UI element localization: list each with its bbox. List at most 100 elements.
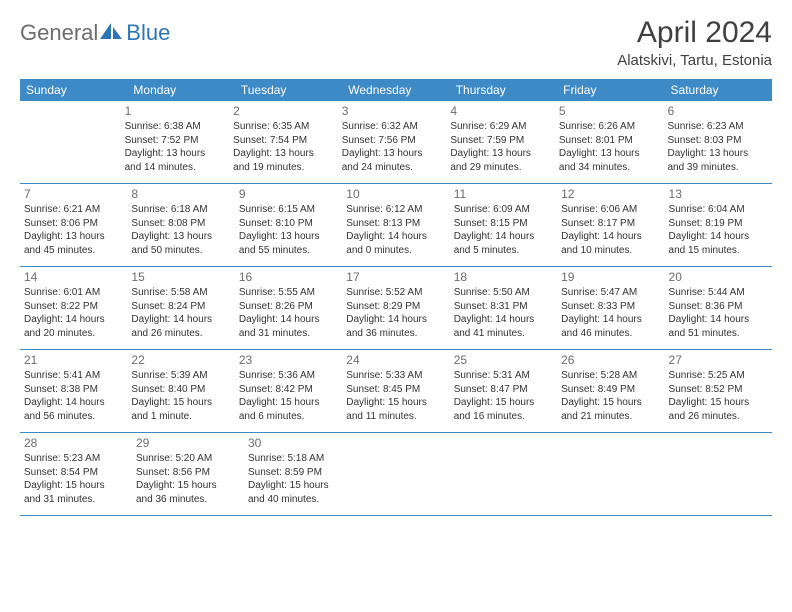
sunrise-text: Sunrise: 6:35 AM	[233, 120, 334, 134]
calendar-day: 17Sunrise: 5:52 AMSunset: 8:29 PMDayligh…	[342, 267, 449, 349]
calendar-day: 16Sunrise: 5:55 AMSunset: 8:26 PMDayligh…	[235, 267, 342, 349]
daylight-text: Daylight: 14 hours	[561, 230, 660, 244]
daylight-text: Daylight: 13 hours	[559, 147, 660, 161]
daylight-text: and 50 minutes.	[131, 244, 230, 258]
sunrise-text: Sunrise: 5:31 AM	[454, 369, 553, 383]
calendar-day: 23Sunrise: 5:36 AMSunset: 8:42 PMDayligh…	[235, 350, 342, 432]
daylight-text: Daylight: 14 hours	[239, 313, 338, 327]
calendar-empty-cell	[356, 433, 460, 515]
sunset-text: Sunset: 8:13 PM	[346, 217, 445, 231]
day-number: 5	[559, 103, 660, 119]
calendar-week: 14Sunrise: 6:01 AMSunset: 8:22 PMDayligh…	[20, 267, 772, 350]
daylight-text: Daylight: 15 hours	[248, 479, 352, 493]
day-number: 7	[24, 186, 123, 202]
page-title: April 2024	[617, 16, 772, 50]
daylight-text: Daylight: 13 hours	[24, 230, 123, 244]
day-number: 24	[346, 352, 445, 368]
day-number: 17	[346, 269, 445, 285]
sunset-text: Sunset: 8:24 PM	[131, 300, 230, 314]
day-number: 21	[24, 352, 123, 368]
day-number: 10	[346, 186, 445, 202]
daylight-text: and 20 minutes.	[24, 327, 123, 341]
day-number: 3	[342, 103, 443, 119]
calendar-day: 21Sunrise: 5:41 AMSunset: 8:38 PMDayligh…	[20, 350, 127, 432]
sunset-text: Sunset: 8:36 PM	[669, 300, 768, 314]
sunset-text: Sunset: 7:56 PM	[342, 134, 443, 148]
sunrise-text: Sunrise: 5:25 AM	[669, 369, 768, 383]
daylight-text: and 6 minutes.	[239, 410, 338, 424]
calendar-day: 22Sunrise: 5:39 AMSunset: 8:40 PMDayligh…	[127, 350, 234, 432]
sunrise-text: Sunrise: 5:52 AM	[346, 286, 445, 300]
daylight-text: and 55 minutes.	[239, 244, 338, 258]
brand-logo: General Blue	[20, 20, 170, 46]
day-number: 30	[248, 435, 352, 451]
brand-blue: Blue	[126, 20, 170, 46]
daylight-text: and 34 minutes.	[559, 161, 660, 175]
daylight-text: and 24 minutes.	[342, 161, 443, 175]
calendar-day: 3Sunrise: 6:32 AMSunset: 7:56 PMDaylight…	[338, 101, 447, 183]
sunrise-text: Sunrise: 5:20 AM	[136, 452, 240, 466]
day-number: 23	[239, 352, 338, 368]
sunrise-text: Sunrise: 5:23 AM	[24, 452, 128, 466]
day-number: 19	[561, 269, 660, 285]
sunset-text: Sunset: 8:10 PM	[239, 217, 338, 231]
daylight-text: and 36 minutes.	[346, 327, 445, 341]
daylight-text: and 36 minutes.	[136, 493, 240, 507]
sunset-text: Sunset: 8:42 PM	[239, 383, 338, 397]
daylight-text: Daylight: 15 hours	[561, 396, 660, 410]
sunrise-text: Sunrise: 6:23 AM	[667, 120, 768, 134]
daylight-text: and 10 minutes.	[561, 244, 660, 258]
day-number: 27	[669, 352, 768, 368]
sunset-text: Sunset: 8:31 PM	[454, 300, 553, 314]
sunset-text: Sunset: 8:15 PM	[454, 217, 553, 231]
sunrise-text: Sunrise: 6:18 AM	[131, 203, 230, 217]
daylight-text: and 51 minutes.	[669, 327, 768, 341]
daylight-text: and 39 minutes.	[667, 161, 768, 175]
dow-monday: Monday	[127, 79, 234, 101]
sunrise-text: Sunrise: 6:26 AM	[559, 120, 660, 134]
brand-sail-icon	[100, 21, 122, 46]
daylight-text: Daylight: 13 hours	[239, 230, 338, 244]
daylight-text: and 45 minutes.	[24, 244, 123, 258]
calendar-day: 30Sunrise: 5:18 AMSunset: 8:59 PMDayligh…	[244, 433, 356, 515]
calendar-day: 27Sunrise: 5:25 AMSunset: 8:52 PMDayligh…	[665, 350, 772, 432]
calendar-body: 1Sunrise: 6:38 AMSunset: 7:52 PMDaylight…	[20, 101, 772, 516]
sunset-text: Sunset: 7:52 PM	[125, 134, 226, 148]
daylight-text: Daylight: 14 hours	[669, 230, 768, 244]
sunset-text: Sunset: 8:17 PM	[561, 217, 660, 231]
sunrise-text: Sunrise: 5:58 AM	[131, 286, 230, 300]
daylight-text: Daylight: 15 hours	[131, 396, 230, 410]
daylight-text: Daylight: 15 hours	[346, 396, 445, 410]
daylight-text: Daylight: 14 hours	[24, 313, 123, 327]
dow-thursday: Thursday	[450, 79, 557, 101]
calendar-week: 1Sunrise: 6:38 AMSunset: 7:52 PMDaylight…	[20, 101, 772, 184]
calendar-day: 29Sunrise: 5:20 AMSunset: 8:56 PMDayligh…	[132, 433, 244, 515]
daylight-text: and 21 minutes.	[561, 410, 660, 424]
sunset-text: Sunset: 8:52 PM	[669, 383, 768, 397]
daylight-text: Daylight: 13 hours	[667, 147, 768, 161]
calendar-day: 14Sunrise: 6:01 AMSunset: 8:22 PMDayligh…	[20, 267, 127, 349]
sunrise-text: Sunrise: 5:44 AM	[669, 286, 768, 300]
daylight-text: and 14 minutes.	[125, 161, 226, 175]
day-number: 29	[136, 435, 240, 451]
sunset-text: Sunset: 8:03 PM	[667, 134, 768, 148]
day-number: 2	[233, 103, 334, 119]
sunrise-text: Sunrise: 5:18 AM	[248, 452, 352, 466]
daylight-text: Daylight: 15 hours	[669, 396, 768, 410]
sunset-text: Sunset: 8:40 PM	[131, 383, 230, 397]
calendar-day: 2Sunrise: 6:35 AMSunset: 7:54 PMDaylight…	[229, 101, 338, 183]
sunset-text: Sunset: 7:59 PM	[450, 134, 551, 148]
sunrise-text: Sunrise: 6:06 AM	[561, 203, 660, 217]
calendar-page: General Blue April 2024 Alatskivi, Tartu…	[0, 0, 792, 526]
calendar-day: 25Sunrise: 5:31 AMSunset: 8:47 PMDayligh…	[450, 350, 557, 432]
daylight-text: and 0 minutes.	[346, 244, 445, 258]
daylight-text: Daylight: 14 hours	[561, 313, 660, 327]
sunset-text: Sunset: 8:19 PM	[669, 217, 768, 231]
calendar-day: 15Sunrise: 5:58 AMSunset: 8:24 PMDayligh…	[127, 267, 234, 349]
day-number: 16	[239, 269, 338, 285]
calendar-day: 9Sunrise: 6:15 AMSunset: 8:10 PMDaylight…	[235, 184, 342, 266]
daylight-text: Daylight: 13 hours	[233, 147, 334, 161]
daylight-text: Daylight: 14 hours	[131, 313, 230, 327]
calendar-day: 10Sunrise: 6:12 AMSunset: 8:13 PMDayligh…	[342, 184, 449, 266]
sunset-text: Sunset: 8:29 PM	[346, 300, 445, 314]
